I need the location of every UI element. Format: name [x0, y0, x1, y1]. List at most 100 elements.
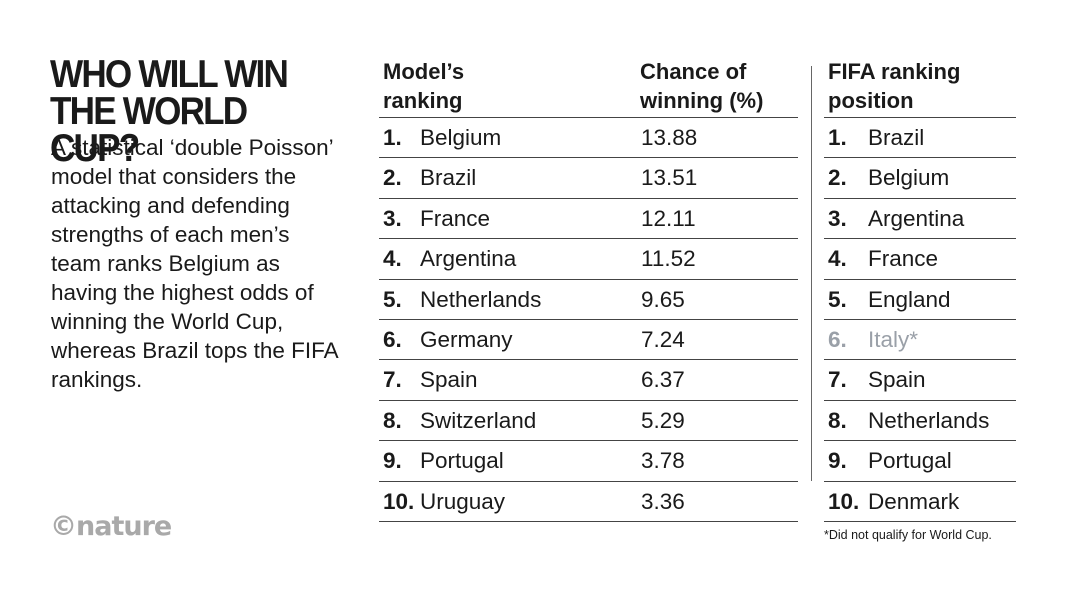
chance-value: 12.11 [641, 205, 696, 231]
chance-value: 9.65 [641, 286, 685, 312]
row-divider [379, 157, 798, 158]
row-divider [824, 319, 1016, 320]
row-divider [824, 238, 1016, 239]
row-divider [379, 319, 798, 320]
rank-label: 6. [383, 327, 402, 352]
row-divider [824, 481, 1016, 482]
team-name: Argentina [420, 246, 517, 272]
row-divider [824, 279, 1016, 280]
chart-title: WHO WILL WIN THE WORLD CUP? [50, 53, 289, 170]
team-name: Spain [868, 367, 926, 393]
table-row: 4. Argentina 11.52 [379, 238, 798, 278]
rank-label: 9. [383, 448, 402, 474]
row-divider [824, 157, 1016, 158]
rank-label: 7. [828, 367, 847, 393]
nature-logo: ©nature [50, 511, 172, 542]
rank-label: 8. [383, 407, 402, 433]
rank-label: 3. [383, 205, 402, 231]
rank-label: 7. [383, 367, 402, 393]
row-divider [379, 521, 798, 522]
column-divider [811, 66, 812, 481]
row-divider [824, 198, 1016, 199]
rank-label: 3. [828, 205, 847, 231]
row-divider [379, 400, 798, 401]
chance-value: 11.52 [641, 246, 696, 272]
table-row: 2. Brazil 13.51 [379, 157, 798, 197]
row-divider [379, 198, 798, 199]
team-name: Belgium [868, 165, 950, 191]
rank-label: 8. [828, 407, 847, 433]
table-row: 3. France 12.11 [379, 198, 798, 238]
row-divider [379, 359, 798, 360]
team-name: Brazil [420, 165, 477, 191]
team-name: Portugal [420, 448, 504, 474]
rank-label: 4. [383, 246, 402, 272]
rank-label: 9. [828, 448, 847, 474]
team-name: Switzerland [420, 407, 537, 433]
row-divider [379, 481, 798, 482]
team-name: Denmark [868, 488, 960, 514]
table-row: 9. Portugal [824, 440, 1016, 480]
team-name: Brazil [868, 125, 925, 150]
team-name: Italy* [868, 327, 919, 352]
team-name: Uruguay [420, 488, 506, 514]
team-name: Belgium [420, 125, 502, 150]
row-divider [379, 238, 798, 239]
team-name: Spain [420, 367, 478, 393]
chance-value: 3.78 [641, 448, 685, 474]
row-divider [379, 440, 798, 441]
fifa-ranking-header: FIFA ranking position [828, 59, 961, 113]
team-name: France [868, 246, 939, 272]
team-name: Netherlands [868, 407, 990, 433]
row-divider [824, 359, 1016, 360]
rank-label: 1. [383, 125, 402, 150]
table-row: 7. Spain [824, 359, 1016, 399]
table-top-rule [379, 117, 798, 118]
table-row: 8. Switzerland 5.29 [379, 400, 798, 440]
chance-value: 3.36 [641, 488, 685, 514]
table-row: 3. Argentina [824, 198, 1016, 238]
team-name: Portugal [868, 448, 952, 474]
rank-label: 5. [383, 286, 402, 312]
table-row: 1. Brazil [824, 117, 1016, 157]
table-row: 10. Denmark [824, 481, 1016, 521]
chance-value: 5.29 [641, 407, 685, 433]
rank-label: 6. [828, 327, 847, 352]
table-row: 5. England [824, 279, 1016, 319]
row-divider [824, 521, 1016, 522]
table-row: 8. Netherlands [824, 400, 1016, 440]
table-row: 2. Belgium [824, 157, 1016, 197]
chance-of-winning-header: Chance of winning (%) [640, 59, 764, 113]
row-divider [379, 279, 798, 280]
table-row: 10. Uruguay 3.36 [379, 481, 798, 521]
team-name: France [420, 205, 491, 231]
row-divider [824, 440, 1016, 441]
team-name: Netherlands [420, 286, 542, 312]
rank-label: 10. [828, 488, 860, 514]
row-divider [824, 400, 1016, 401]
footnote: *Did not qualify for World Cup. [824, 528, 992, 542]
rank-label: 10. [383, 488, 415, 514]
table-row: 6. Italy* [824, 319, 1016, 359]
chart-subtitle: A statistical ‘double Poisson’ model tha… [51, 135, 338, 392]
model-ranking-header: Model’s ranking [383, 59, 465, 113]
rank-label: 2. [383, 165, 402, 191]
table-row: 9. Portugal 3.78 [379, 440, 798, 480]
team-name: England [868, 286, 951, 312]
rank-label: 2. [828, 165, 847, 191]
table-row: 7. Spain 6.37 [379, 359, 798, 399]
chance-value: 13.51 [641, 165, 698, 191]
rank-label: 4. [828, 246, 847, 272]
table-row: 4. France [824, 238, 1016, 278]
chance-value: 7.24 [641, 327, 685, 352]
team-name: Germany [420, 327, 513, 352]
table-top-rule [824, 117, 1016, 118]
chance-value: 6.37 [641, 367, 685, 393]
table-row: 5. Netherlands 9.65 [379, 279, 798, 319]
rank-label: 5. [828, 286, 847, 312]
table-row: 6. Germany 7.24 [379, 319, 798, 359]
chance-value: 13.88 [641, 125, 698, 150]
table-row: 1. Belgium 13.88 [379, 117, 798, 157]
rank-label: 1. [828, 125, 847, 150]
team-name: Argentina [868, 205, 965, 231]
